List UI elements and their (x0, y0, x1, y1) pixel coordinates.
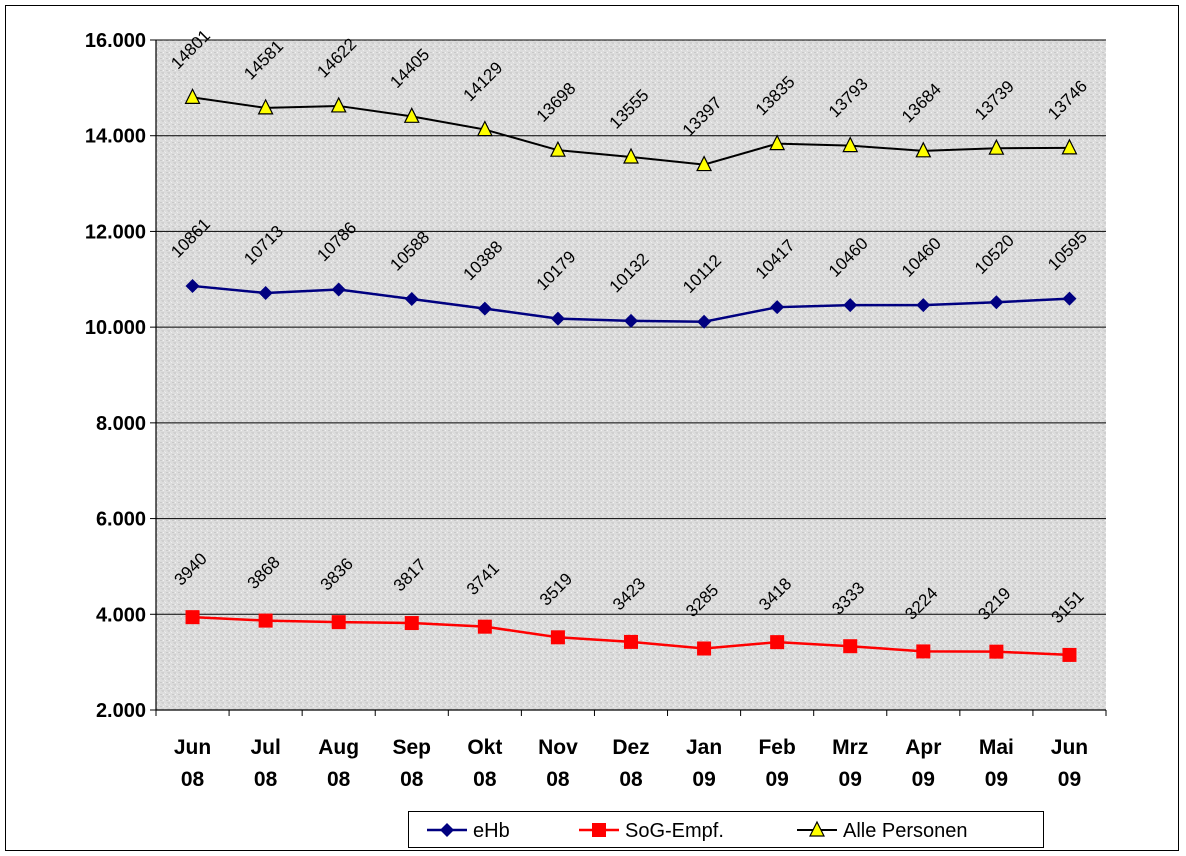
y-tick-label: 2.000 (96, 700, 146, 722)
data-point-diamond (989, 295, 1004, 310)
data-point-square (989, 644, 1004, 659)
data-point-triangle (696, 155, 713, 172)
x-tick-label: Aug (318, 736, 359, 759)
x-tick-label: 09 (1058, 768, 1081, 791)
legend-label-ehb: eHb (473, 820, 510, 842)
data-point-triangle (476, 120, 493, 137)
data-point-diamond (258, 286, 273, 301)
gridlines (156, 39, 1106, 615)
x-tick-label: Dez (612, 736, 649, 759)
data-point-diamond (331, 282, 346, 297)
data-point-square (1062, 647, 1077, 662)
x-tick-label: Apr (905, 736, 941, 759)
x-tick-label: 09 (839, 768, 862, 791)
y-tick-label: 8.000 (96, 413, 146, 435)
square-marker-icon (592, 823, 606, 837)
data-point-triangle (842, 136, 859, 153)
legend-label-sog-empf: SoG-Empf. (625, 820, 724, 842)
data-point-triangle (769, 134, 786, 151)
legend-item-sog-empf: SoG-Empf. (579, 820, 724, 842)
x-tick-label: 08 (327, 768, 351, 791)
data-point-square (624, 634, 638, 649)
data-point-triangle (403, 106, 420, 123)
y-tick-label: 6.000 (96, 509, 146, 531)
x-tick-label: Jul (250, 736, 280, 759)
legend: eHb SoG-Empf. Alle Personen (408, 811, 1044, 848)
y-tick-label: 10.000 (85, 317, 146, 339)
x-tick-label: 08 (400, 768, 424, 791)
y-axis-ticks: 2.000 4.000 6.000 8.000 10.000 12.000 14.000 16… (85, 30, 156, 722)
data-point-square (916, 644, 931, 659)
x-tick-label: 08 (181, 768, 205, 791)
x-tick-label: Mai (979, 736, 1014, 759)
x-tick-label: 08 (619, 768, 643, 791)
x-tick-label: Jun (1051, 736, 1088, 759)
data-point-square (697, 641, 712, 656)
data-point-diamond (697, 314, 712, 329)
x-tick-label: 09 (912, 768, 935, 791)
data-point-diamond (624, 313, 638, 328)
data-point-triangle (330, 96, 347, 113)
data-point-diamond (404, 292, 419, 307)
data-point-triangle (623, 147, 639, 164)
x-tick-label: Mrz (832, 736, 868, 759)
legend-label-alle-personen: Alle Personen (843, 820, 968, 842)
data-point-diamond (770, 300, 785, 315)
x-tick-label: Jun (174, 736, 211, 759)
x-tick-label: Jan (686, 736, 722, 759)
data-point-square (477, 619, 492, 634)
data-point-square (550, 630, 565, 645)
data-point-square (770, 635, 785, 650)
data-point-triangle (1061, 138, 1078, 155)
data-point-triangle (988, 138, 1005, 155)
triangle-marker-icon (809, 820, 825, 837)
data-point-square (258, 613, 273, 628)
y-tick-label: 4.000 (96, 604, 146, 626)
data-point-triangle (549, 140, 566, 157)
legend-item-ehb: eHb (427, 820, 510, 842)
x-axis-ticks: Jun 08 Jul 08 Aug 08 Sep 08 Okt 08 Nov 08 Dez 08 Jan 09… (155, 710, 1107, 791)
data-point-diamond (550, 311, 565, 326)
data-point-square (843, 639, 858, 654)
data-point-square (404, 616, 419, 631)
data-point-square (331, 615, 346, 630)
data-point-triangle (257, 98, 274, 115)
x-tick-label: 09 (765, 768, 788, 791)
legend-item-alle-personen: Alle Personen (797, 820, 968, 842)
y-tick-label: 14.000 (85, 126, 146, 148)
data-point-diamond (916, 298, 931, 313)
data-point-diamond (843, 298, 858, 313)
data-point-diamond (185, 278, 200, 293)
x-tick-label: 08 (546, 768, 570, 791)
data-point-square (185, 610, 200, 625)
diamond-marker-icon (440, 823, 454, 837)
data-point-triangle (915, 141, 932, 158)
axes (155, 40, 1106, 711)
x-tick-label: Nov (538, 736, 578, 759)
data-point-diamond (1062, 291, 1077, 306)
data-point-triangle (184, 88, 201, 104)
data-point-diamond (477, 301, 492, 316)
x-tick-label: Sep (393, 736, 432, 759)
y-tick-label: 16.000 (85, 30, 146, 52)
x-tick-label: 08 (254, 768, 278, 791)
plot-area-background (156, 40, 1106, 710)
y-tick-label: 12.000 (85, 221, 146, 243)
x-tick-label: Okt (467, 736, 502, 759)
x-tick-label: Feb (758, 736, 795, 759)
x-tick-label: 08 (473, 768, 497, 791)
x-tick-label: 09 (985, 768, 1008, 791)
x-tick-label: 09 (692, 768, 715, 791)
